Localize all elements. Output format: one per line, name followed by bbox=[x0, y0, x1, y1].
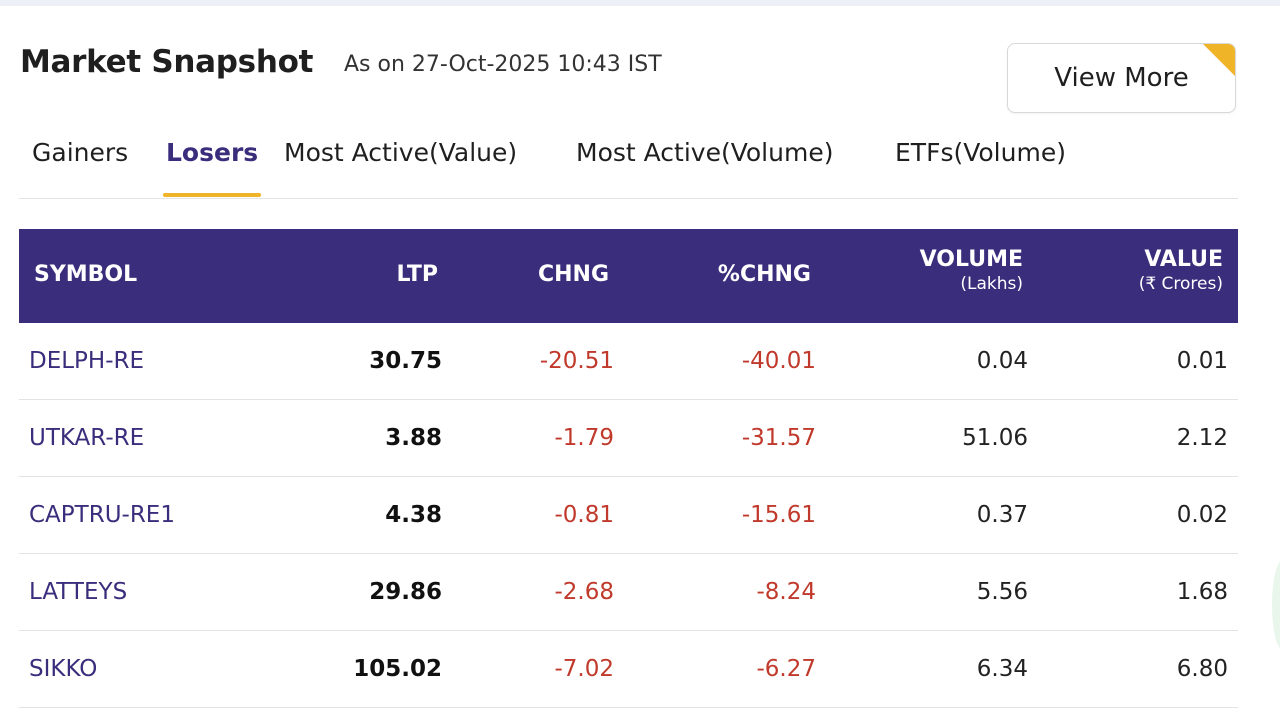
top-strip bbox=[0, 0, 1280, 6]
column-header-value[interactable]: VALUE (₹ Crores) bbox=[1139, 247, 1223, 294]
value-value: 0.01 bbox=[1176, 348, 1228, 374]
page-title: Market Snapshot bbox=[20, 44, 314, 80]
symbol-link[interactable]: LATTEYS bbox=[29, 579, 128, 605]
chng-value: -7.02 bbox=[554, 656, 614, 682]
volume-label: VOLUME bbox=[919, 247, 1023, 272]
value-value: 1.68 bbox=[1176, 579, 1228, 605]
losers-table: SYMBOL LTP CHNG %CHNG VOLUME (Lakhs) VAL… bbox=[19, 229, 1238, 708]
column-header-ltp[interactable]: LTP bbox=[396, 262, 438, 287]
symbol-link[interactable]: UTKAR-RE bbox=[29, 425, 145, 451]
value-unit: (₹ Crores) bbox=[1138, 274, 1223, 294]
chng-value: -0.81 bbox=[554, 502, 614, 528]
pchng-value: -31.57 bbox=[741, 425, 816, 451]
chng-value: -1.79 bbox=[554, 425, 614, 451]
chng-value: -2.68 bbox=[554, 579, 614, 605]
ltp-value: 4.38 bbox=[385, 502, 442, 528]
ltp-value: 105.02 bbox=[353, 656, 442, 682]
volume-value: 6.34 bbox=[976, 656, 1028, 682]
symbol-link[interactable]: CAPTRU-RE1 bbox=[29, 502, 175, 528]
volume-unit: (Lakhs) bbox=[960, 274, 1023, 294]
pchng-value: -8.24 bbox=[756, 579, 816, 605]
view-more-button[interactable]: View More bbox=[1007, 43, 1236, 113]
ltp-value: 3.88 bbox=[385, 425, 442, 451]
symbol-link[interactable]: SIKKO bbox=[29, 656, 98, 682]
tab-bar: Gainers Losers Most Active(Value) Most A… bbox=[19, 128, 1238, 199]
pchng-value: -15.61 bbox=[741, 502, 816, 528]
view-more-label: View More bbox=[1054, 63, 1189, 93]
volume-value: 0.04 bbox=[976, 348, 1028, 374]
tab-gainers[interactable]: Gainers bbox=[32, 138, 129, 167]
pchng-value: -6.27 bbox=[756, 656, 816, 682]
tab-losers[interactable]: Losers bbox=[162, 138, 262, 197]
tab-most-active-volume[interactable]: Most Active(Volume) bbox=[576, 138, 834, 167]
floating-widget-edge[interactable] bbox=[1272, 560, 1280, 650]
value-value: 0.02 bbox=[1176, 502, 1228, 528]
value-value: 2.12 bbox=[1176, 425, 1228, 451]
table-header: SYMBOL LTP CHNG %CHNG VOLUME (Lakhs) VAL… bbox=[19, 229, 1238, 323]
ltp-value: 30.75 bbox=[369, 348, 442, 374]
table-row[interactable]: LATTEYS 29.86 -2.68 -8.24 5.56 1.68 bbox=[19, 554, 1238, 631]
column-header-symbol[interactable]: SYMBOL bbox=[34, 262, 138, 287]
table-row[interactable]: SIKKO 105.02 -7.02 -6.27 6.34 6.80 bbox=[19, 631, 1238, 708]
pchng-value: -40.01 bbox=[741, 348, 816, 374]
table-row[interactable]: UTKAR-RE 3.88 -1.79 -31.57 51.06 2.12 bbox=[19, 400, 1238, 477]
value-value: 6.80 bbox=[1176, 656, 1228, 682]
chng-value: -20.51 bbox=[539, 348, 614, 374]
volume-value: 5.56 bbox=[976, 579, 1028, 605]
as-of-timestamp: As on 27-Oct-2025 10:43 IST bbox=[344, 52, 662, 77]
column-header-pchng[interactable]: %CHNG bbox=[717, 262, 811, 287]
value-label: VALUE bbox=[1144, 247, 1223, 272]
tab-most-active-value[interactable]: Most Active(Value) bbox=[284, 138, 518, 167]
tab-etfs-volume[interactable]: ETFs(Volume) bbox=[895, 138, 1066, 167]
symbol-link[interactable]: DELPH-RE bbox=[29, 348, 145, 374]
column-header-volume[interactable]: VOLUME (Lakhs) bbox=[920, 247, 1023, 294]
table-row[interactable]: CAPTRU-RE1 4.38 -0.81 -15.61 0.37 0.02 bbox=[19, 477, 1238, 554]
ltp-value: 29.86 bbox=[369, 579, 442, 605]
table-row[interactable]: DELPH-RE 30.75 -20.51 -40.01 0.04 0.01 bbox=[19, 323, 1238, 400]
column-header-chng[interactable]: CHNG bbox=[537, 262, 609, 287]
volume-value: 0.37 bbox=[976, 502, 1028, 528]
corner-accent-icon bbox=[1203, 44, 1235, 76]
volume-value: 51.06 bbox=[962, 425, 1028, 451]
